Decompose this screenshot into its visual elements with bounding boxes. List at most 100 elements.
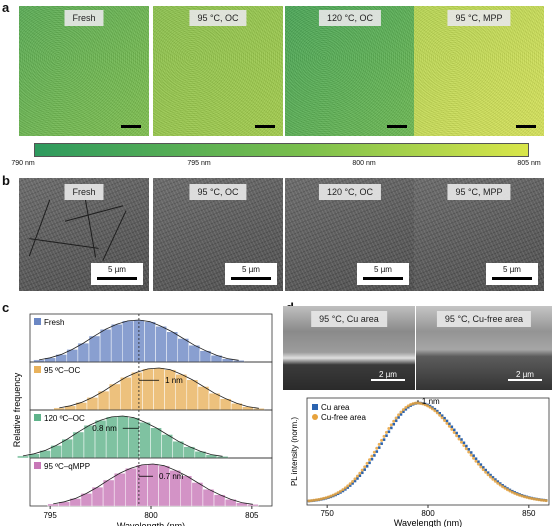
- histogram-bar: [108, 383, 121, 411]
- data-point: [438, 412, 441, 415]
- histogram-bar: [147, 463, 159, 507]
- data-point: [385, 434, 388, 437]
- x-tick-label: 800: [421, 509, 435, 518]
- tile-label: 95 °C, Cu area: [311, 311, 387, 327]
- histogram-bar: [47, 503, 59, 507]
- data-point: [413, 401, 417, 405]
- data-point: [508, 489, 512, 493]
- data-point: [467, 448, 471, 451]
- data-point: [518, 493, 522, 497]
- data-point: [404, 407, 408, 411]
- data-point: [404, 406, 408, 410]
- data-point: [353, 477, 357, 481]
- sem-cross-section-cu-free: 95 °C, Cu-free area 2 µm: [416, 306, 552, 390]
- data-point: [498, 483, 502, 487]
- data-point: [368, 458, 372, 462]
- data-point: [317, 497, 321, 501]
- data-point: [387, 430, 391, 434]
- shift-annotation: 0.7 nm: [159, 472, 184, 481]
- data-point: [457, 437, 461, 441]
- data-point: [532, 497, 536, 501]
- data-point: [544, 499, 548, 503]
- data-point: [365, 461, 369, 465]
- data-point: [489, 475, 493, 479]
- legend-swatch: [34, 414, 41, 421]
- pl-map-fresh: Fresh: [19, 6, 149, 136]
- data-point: [460, 438, 463, 441]
- data-point: [440, 416, 444, 420]
- scale-bar: [255, 125, 275, 128]
- data-point: [457, 434, 461, 438]
- histogram-bar: [186, 379, 199, 411]
- data-point: [397, 416, 400, 419]
- legend-label: 120 ºC–OC: [44, 414, 85, 423]
- histogram-bar: [153, 367, 165, 411]
- histogram-bar: [142, 368, 154, 411]
- legend-swatch: [34, 318, 41, 325]
- histogram-bar: [161, 434, 173, 459]
- scale-bar: 2 µm: [502, 368, 548, 386]
- histogram-bar: [105, 416, 118, 459]
- data-point: [370, 457, 374, 461]
- tile-label: 95 °C, Cu-free area: [436, 311, 532, 327]
- x-axis-label: Wavelength (nm): [117, 521, 185, 526]
- tile-label: Fresh: [64, 184, 104, 200]
- legend-label: 95 ºC–qMPP: [44, 462, 90, 471]
- data-point: [459, 440, 463, 444]
- data-point: [486, 473, 490, 477]
- data-point: [341, 488, 345, 492]
- data-point: [452, 431, 456, 435]
- data-point: [389, 426, 393, 430]
- histogram-bar: [188, 344, 201, 363]
- histogram-bar: [61, 438, 74, 459]
- data-point: [360, 471, 364, 475]
- tile-label: 120 °C, OC: [318, 10, 382, 26]
- scale-bar: [516, 125, 536, 128]
- histogram-bar: [155, 326, 167, 363]
- histogram-bar: [128, 417, 140, 459]
- data-point: [433, 409, 437, 413]
- tile-label: 95 °C, MPP: [447, 10, 511, 26]
- data-point: [440, 414, 444, 417]
- data-point: [406, 404, 410, 408]
- data-point: [368, 461, 371, 465]
- legend-label: Cu area: [321, 403, 350, 412]
- colorbar-tick: 805 nm: [517, 160, 541, 167]
- data-point: [503, 486, 507, 490]
- histogram-bar: [91, 486, 104, 507]
- data-point: [484, 468, 487, 472]
- data-point: [336, 491, 340, 495]
- data-point: [491, 476, 495, 479]
- data-point: [491, 477, 495, 481]
- histogram-bar: [177, 338, 190, 363]
- legend-swatch: [34, 366, 41, 373]
- data-point: [401, 408, 405, 412]
- data-point: [443, 416, 446, 420]
- scale-bar: [121, 125, 141, 128]
- sem-95-oc: 95 °C, OC 5 µm: [153, 178, 283, 291]
- data-point: [358, 474, 362, 478]
- data-point: [346, 486, 350, 489]
- legend-swatch: [34, 462, 41, 469]
- pl-map-95-oc: 95 °C, OC: [153, 6, 283, 136]
- histogram-bar: [150, 427, 162, 459]
- data-point: [465, 444, 468, 448]
- data-point: [353, 479, 357, 483]
- data-point: [481, 468, 485, 472]
- x-tick-label: 750: [320, 509, 334, 518]
- data-point: [356, 477, 359, 480]
- colorbar-tick: 795 nm: [187, 160, 211, 167]
- shift-annotation: 1 nm: [165, 376, 183, 385]
- histogram-bar: [110, 323, 123, 363]
- data-point: [363, 465, 367, 469]
- sem-cross-section-cu: 95 °C, Cu area 2 µm: [283, 306, 415, 390]
- tile-label: 95 °C, OC: [189, 184, 247, 200]
- data-point: [469, 451, 473, 454]
- legend-marker: [312, 414, 318, 420]
- data-point: [445, 419, 449, 423]
- data-point: [394, 416, 398, 420]
- data-point: [338, 489, 342, 493]
- data-point: [447, 424, 451, 428]
- histogram-bar: [116, 415, 129, 459]
- shift-annotation: 1 nm: [422, 397, 440, 406]
